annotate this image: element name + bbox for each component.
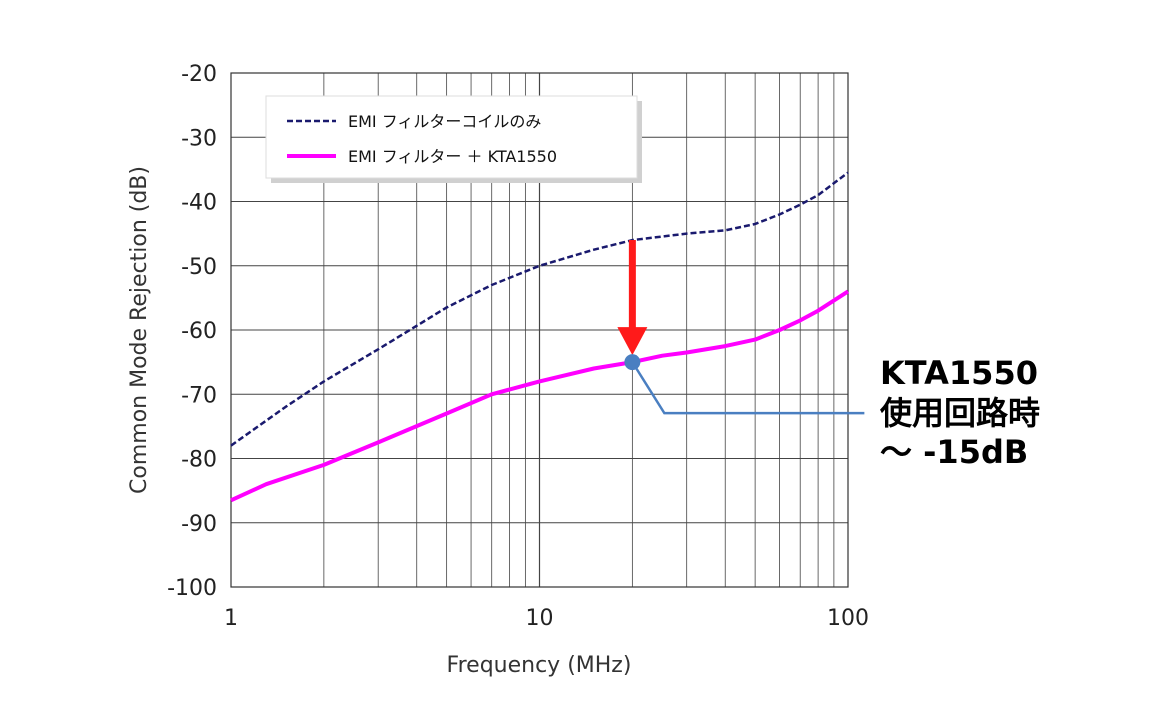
arrow-head <box>617 327 648 356</box>
callout-line-2: 使用回路時 <box>879 394 1040 432</box>
y-tick-label: -90 <box>181 512 217 537</box>
legend: EMI フィルターコイルのみ EMI フィルター ＋ KTA1550 <box>265 95 642 183</box>
legend-box <box>265 95 638 179</box>
y-tick-label: -30 <box>181 126 217 151</box>
plot-frame <box>230 72 849 588</box>
legend-label-series-0: EMI フィルターコイルのみ <box>348 112 541 131</box>
tick-labels: -20 -30 -40 -50 -60 -70 -80 -90 -100 1 10 100 <box>167 62 869 631</box>
y-tick-label: -40 <box>181 191 217 216</box>
x-axis-label: Frequency (MHz) <box>447 653 632 678</box>
legend-label-series-1: EMI フィルター ＋ KTA1550 <box>348 147 557 166</box>
y-tick-label: -20 <box>181 62 217 87</box>
x-tick-label: 10 <box>526 606 554 631</box>
x-tick-label: 1 <box>224 606 238 631</box>
y-tick-label: -80 <box>181 448 217 473</box>
y-axis-label: Common Mode Rejection (dB) <box>127 166 152 494</box>
x-tick-label: 100 <box>827 606 869 631</box>
callout-line-1: KTA1550 <box>880 354 1038 392</box>
y-tick-label: -100 <box>167 576 217 601</box>
annotation <box>617 240 865 415</box>
series-line-0 <box>230 171 849 447</box>
y-tick-label: -50 <box>181 255 217 280</box>
y-tick-label: -60 <box>181 319 217 344</box>
callout-leader-line <box>631 361 865 415</box>
y-tick-label: -70 <box>181 383 217 408</box>
callout-line-3: ～ -15dB <box>880 433 1028 471</box>
callout-marker <box>624 354 641 371</box>
